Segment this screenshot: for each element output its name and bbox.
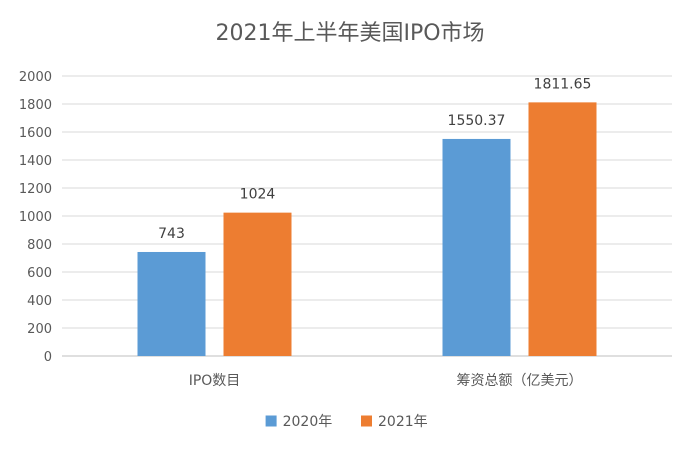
legend: 2020年 2021年	[265, 414, 428, 430]
data-labels: 743 1024 1550.37 1811.65	[158, 76, 591, 242]
y-tick-label: 1000	[19, 210, 52, 225]
y-tick-label: 600	[27, 266, 52, 281]
y-tick-label: 800	[27, 238, 52, 253]
data-label: 1811.65	[534, 76, 592, 92]
legend-label: 2021年	[378, 414, 428, 430]
y-tick-label: 1800	[19, 98, 52, 113]
bar-series2-cat1	[223, 212, 292, 356]
category-label: IPO数目	[189, 373, 241, 389]
y-tick-label: 400	[27, 294, 52, 309]
bar-series1-cat1	[137, 251, 206, 356]
legend-label: 2020年	[283, 414, 333, 430]
y-tick-label: 1400	[19, 154, 52, 169]
legend-swatch	[265, 415, 277, 427]
y-tick-label: 200	[27, 322, 52, 337]
y-tick-label: 0	[44, 350, 52, 365]
y-tick-label: 1600	[19, 126, 52, 141]
category-label: 筹资总额（亿美元）	[457, 372, 583, 389]
data-label: 1550.37	[448, 113, 506, 129]
y-tick-label: 1200	[19, 182, 52, 197]
bar-series2-cat2	[528, 102, 597, 356]
y-axis-ticks: 0 200 400 600 800 1000 1200 1400 1600 1800 2000	[19, 70, 52, 365]
category-labels: IPO数目 筹资总额（亿美元）	[189, 372, 583, 389]
bar-series1-cat2	[442, 138, 511, 356]
legend-swatch	[361, 415, 372, 427]
chart-title: 2021年上半年美国IPO市场	[215, 21, 484, 46]
y-tick-label: 2000	[19, 70, 52, 85]
data-label: 743	[158, 226, 185, 242]
bars	[137, 102, 597, 356]
data-label: 1024	[240, 187, 276, 203]
